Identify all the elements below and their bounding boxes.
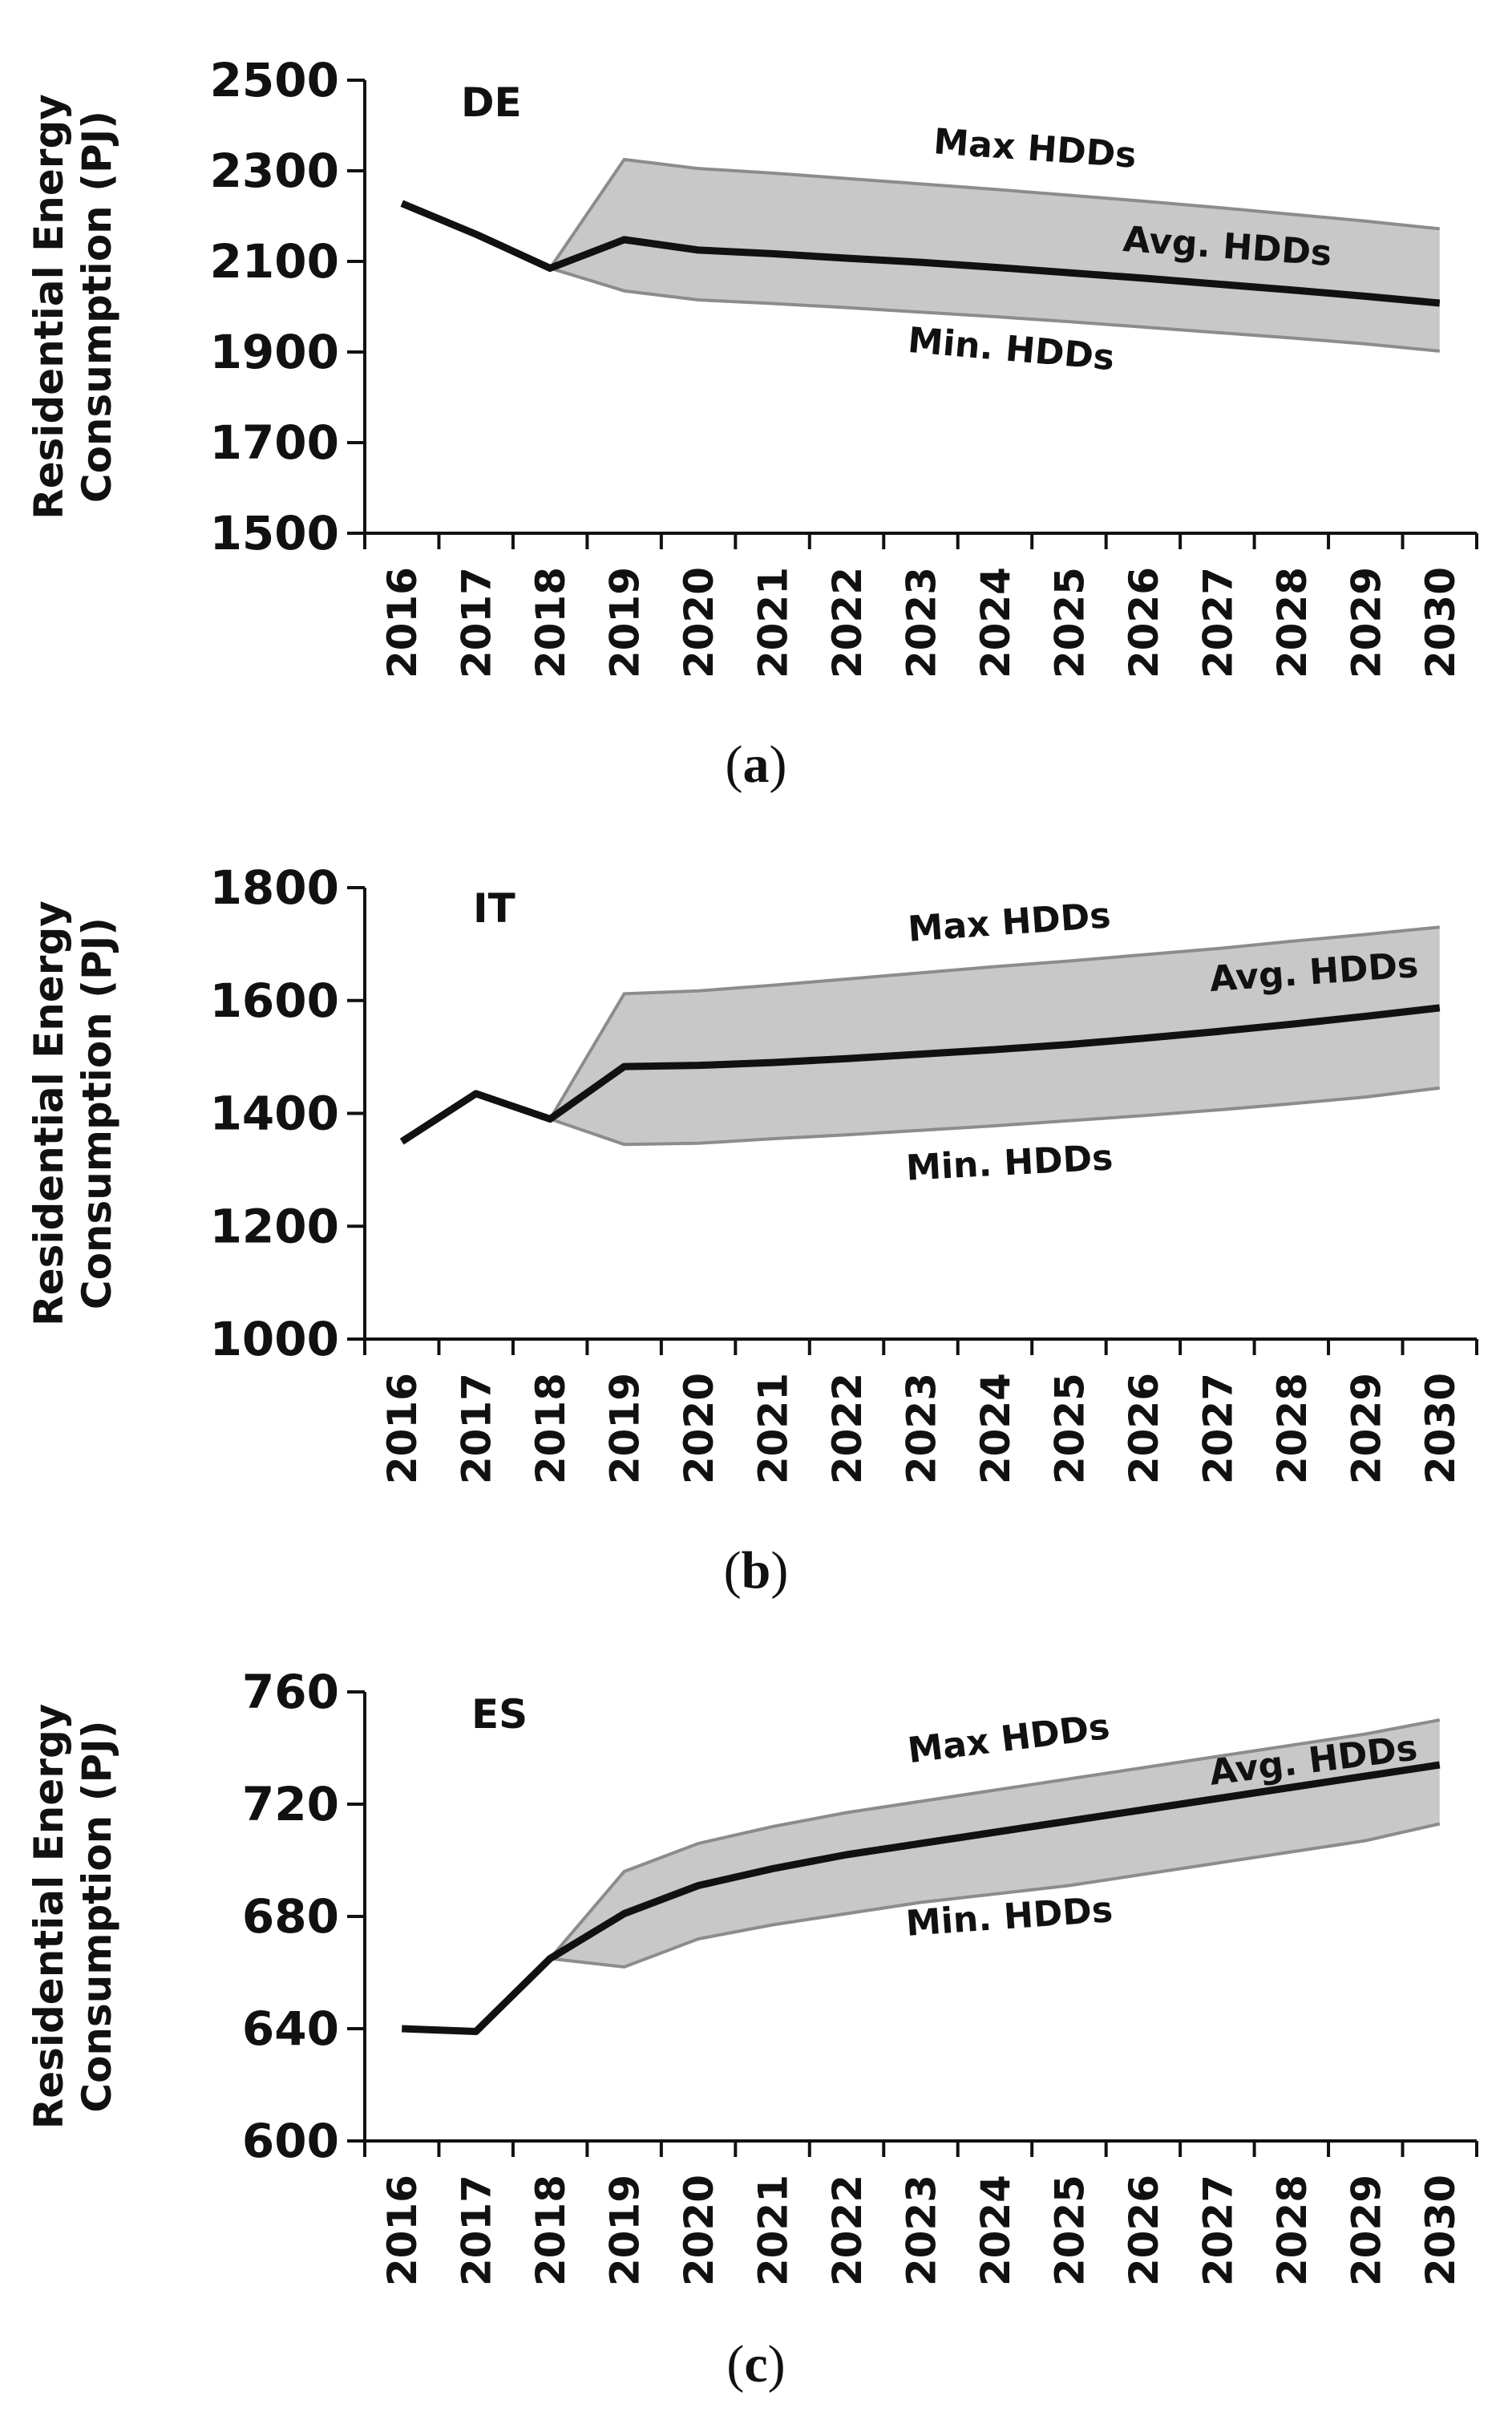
- y-tick-label: 1900: [210, 325, 339, 379]
- x-tick-label: 2025: [1046, 1373, 1093, 1484]
- y-tick-label: 1000: [210, 1312, 339, 1366]
- x-tick-label: 2024: [972, 2175, 1019, 2286]
- x-tick-label: 2023: [899, 2175, 945, 2286]
- panel-caption: (c): [726, 2335, 785, 2394]
- annotation-max-hdds: Max HDDs: [932, 121, 1138, 176]
- x-tick-label: 2019: [602, 1373, 649, 1484]
- x-tick-label: 2024: [972, 1373, 1019, 1484]
- x-tick-label: 2029: [1343, 1373, 1389, 1484]
- y-axis-label-line2: Consumption (PJ): [74, 1720, 120, 2112]
- y-tick-label: 1200: [210, 1199, 339, 1253]
- x-tick-label: 2028: [1269, 2175, 1316, 2286]
- x-tick-label: 2029: [1343, 567, 1389, 678]
- chart-panel-a: 1500 1700 1900 2100 2300 2500 2016 2017 2018 2019…: [26, 53, 1478, 794]
- annotation-max-hdds: Max HDDs: [907, 895, 1112, 950]
- panel-caption-letter: c: [744, 2335, 767, 2394]
- y-tick-label: 1600: [210, 973, 339, 1028]
- hdd-range-band: [550, 927, 1440, 1145]
- y-axis-label-line1: Residential Energy: [26, 94, 72, 520]
- y-axis-label-line1: Residential Energy: [26, 1704, 72, 2130]
- y-axis-label-line2: Consumption (PJ): [74, 111, 120, 503]
- x-tick-label: 2022: [824, 1373, 871, 1484]
- series-line-min-hdds: [549, 1822, 1441, 1969]
- annotation-min-hdds: Min. HDDs: [905, 1137, 1114, 1188]
- x-tick-label: 2030: [1417, 1373, 1464, 1484]
- series-line-min-hdds: [549, 1086, 1441, 1147]
- x-tick-label: 2021: [750, 567, 797, 678]
- x-tick-label: 2020: [676, 2175, 722, 2286]
- x-tick-label: 2016: [379, 567, 426, 678]
- series-line-avg-hdds: [402, 1761, 1441, 2035]
- x-tick-label: 2030: [1417, 567, 1464, 678]
- series-line-max-hdds: [548, 1718, 1441, 1960]
- x-tick-label: 2028: [1269, 567, 1316, 678]
- x-tick-label: 2017: [454, 567, 500, 678]
- y-tick-label: 640: [242, 2001, 339, 2056]
- x-tick-label: 2016: [379, 2175, 426, 2286]
- x-tick-label: 2020: [676, 567, 722, 678]
- x-tick-label: 2027: [1195, 2175, 1241, 2286]
- x-tick-label: 2027: [1195, 567, 1241, 678]
- y-tick-label: 680: [242, 1889, 339, 1944]
- x-tick-label: 2027: [1195, 1373, 1241, 1484]
- annotation-min-hdds: Min. HDDs: [906, 320, 1116, 378]
- panel-caption-letter: a: [743, 735, 770, 794]
- x-tick-label: 2026: [1121, 2175, 1167, 2286]
- y-tick-label: 600: [242, 2114, 339, 2168]
- y-tick-label: 2500: [210, 53, 339, 107]
- chart-panel-c: 600 640 680 720 760 2016 2017 2018 2019 2020 2021 2…: [26, 1665, 1478, 2394]
- x-tick-label: 2025: [1046, 567, 1093, 678]
- country-label: IT: [473, 885, 515, 932]
- x-tick-label: 2019: [602, 2175, 649, 2286]
- x-tick-label: 2023: [899, 1373, 945, 1484]
- series-line-min-hdds: [549, 266, 1440, 353]
- x-tick-label: 2026: [1121, 1373, 1167, 1484]
- x-tick-label: 2020: [676, 1373, 722, 1484]
- series-line-avg-hdds: [399, 1004, 1441, 1145]
- panel-caption: (a): [726, 735, 787, 794]
- x-tick-label: 2023: [899, 567, 945, 678]
- y-axis-label-line2: Consumption (PJ): [74, 917, 120, 1309]
- chart-panel-b: 1000 1200 1400 1600 1800 2016 2017 2018 2019 2020…: [26, 860, 1478, 1600]
- y-axis-label-line1: Residential Energy: [26, 900, 72, 1326]
- y-tick-label: 760: [242, 1665, 339, 1719]
- panel-caption-letter: b: [742, 1541, 771, 1600]
- hdd-range-band: [550, 1720, 1440, 1967]
- x-tick-label: 2017: [454, 2175, 500, 2286]
- y-tick-label: 1400: [210, 1087, 339, 1141]
- x-tick-label: 2021: [750, 1373, 797, 1484]
- x-tick-label: 2026: [1121, 567, 1167, 678]
- y-tick-label: 1700: [210, 415, 339, 470]
- x-tick-label: 2018: [528, 1373, 574, 1484]
- country-label: ES: [471, 1691, 528, 1738]
- y-tick-label: 2100: [210, 234, 339, 289]
- x-tick-label: 2018: [528, 2175, 574, 2286]
- y-tick-label: 1500: [210, 506, 339, 560]
- y-tick-label: 720: [242, 1777, 339, 1831]
- x-tick-label: 2029: [1343, 2175, 1389, 2286]
- y-tick-label: 1800: [210, 860, 339, 915]
- country-label: DE: [461, 79, 522, 126]
- x-tick-label: 2028: [1269, 1373, 1316, 1484]
- x-tick-label: 2022: [824, 2175, 871, 2286]
- x-tick-label: 2030: [1417, 2175, 1464, 2286]
- series-line-avg-hdds: [400, 200, 1441, 307]
- series-line-max-hdds: [548, 157, 1440, 269]
- series-line-max-hdds: [548, 925, 1440, 1120]
- x-tick-label: 2025: [1046, 2175, 1093, 2286]
- x-tick-label: 2019: [602, 567, 649, 678]
- x-tick-label: 2017: [454, 1373, 500, 1484]
- panel-caption: (b): [724, 1541, 789, 1600]
- x-tick-label: 2024: [972, 567, 1019, 678]
- x-tick-label: 2021: [750, 2175, 797, 2286]
- x-tick-label: 2016: [379, 1373, 426, 1484]
- x-tick-label: 2022: [824, 567, 871, 678]
- annotation-max-hdds: Max HDDs: [905, 1706, 1112, 1771]
- y-tick-label: 2300: [210, 144, 339, 198]
- x-tick-label: 2018: [528, 567, 574, 678]
